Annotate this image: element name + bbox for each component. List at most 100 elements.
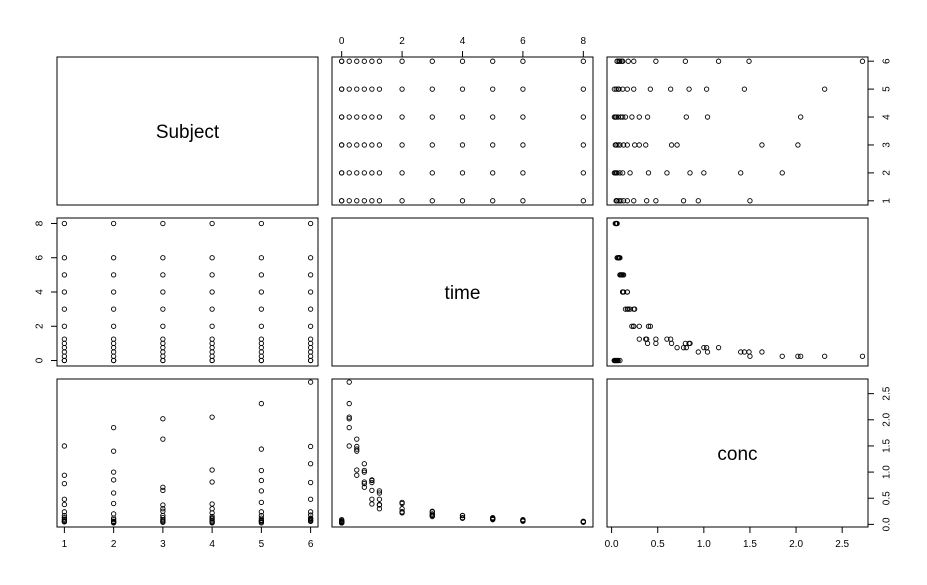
point-conc-time-41	[704, 349, 711, 355]
tick-label-bottom-subject-1: 2	[111, 539, 117, 550]
point-time-subject-51	[339, 114, 345, 120]
point-time-conc-67	[354, 443, 360, 450]
point-time-conc-16	[361, 469, 367, 475]
tick-label-top-time-2: 4	[460, 36, 466, 47]
point-subject-time-15	[110, 349, 117, 355]
point-conc-subject-2	[695, 198, 701, 204]
point-conc-time-70	[653, 336, 659, 342]
point-time-conc-54	[354, 446, 360, 452]
panel-conc-vs-subject	[56, 378, 319, 528]
point-time-subject-41	[354, 114, 360, 120]
point-time-subject-67	[354, 58, 360, 64]
tick-label-right-conc-5: 2.5	[882, 386, 893, 400]
point-conc-time-57	[667, 336, 674, 342]
point-subject-conc-22	[110, 517, 117, 523]
point-subject-conc-29	[160, 484, 166, 490]
point-time-subject-18	[376, 170, 383, 176]
point-subject-conc-41	[209, 467, 215, 473]
point-conc-subject-40	[798, 114, 804, 120]
point-conc-time-2	[695, 349, 701, 355]
point-conc-subject-67	[746, 58, 752, 64]
point-time-conc-72	[429, 512, 435, 518]
point-subject-conc-71	[307, 509, 314, 515]
point-conc-time-55	[703, 345, 710, 351]
panel-subject-vs-time	[331, 56, 594, 206]
point-conc-subject-57	[667, 86, 674, 92]
point-time-conc-58	[399, 499, 405, 506]
point-subject-time-60	[258, 289, 265, 295]
point-conc-time-14	[779, 353, 785, 359]
point-subject-time-19	[110, 323, 117, 329]
point-conc-subject-28	[759, 142, 765, 148]
point-time-subject-7	[429, 198, 435, 204]
point-time-conc-60	[459, 512, 466, 519]
point-subject-conc-70	[307, 496, 314, 502]
point-conc-subject-4	[653, 198, 659, 204]
panel-subject-vs-subject	[56, 56, 319, 206]
point-time-subject-37	[580, 142, 586, 148]
point-time-conc-31	[376, 502, 383, 508]
point-time-conc-27	[346, 416, 352, 422]
point-time-subject-5	[376, 198, 383, 204]
tick-label-top-time-4: 8	[581, 36, 587, 47]
point-time-subject-19	[399, 170, 405, 176]
point-subject-conc-51	[209, 520, 215, 526]
point-subject-time-46	[209, 306, 215, 312]
point-conc-subject-21	[620, 170, 626, 176]
point-subject-conc-18	[110, 490, 117, 496]
point-time-conc-4	[369, 496, 375, 502]
point-subject-conc-61	[258, 515, 265, 521]
point-time-conc-41	[354, 467, 360, 473]
point-subject-time-37	[160, 220, 166, 227]
point-conc-time-30	[668, 340, 675, 347]
panel-conc-vs-time	[331, 378, 594, 528]
point-time-subject-42	[361, 114, 367, 120]
point-time-subject-45	[399, 114, 405, 120]
point-subject-time-12	[61, 357, 68, 364]
point-subject-conc-2	[61, 472, 68, 478]
point-subject-conc-12	[61, 519, 68, 525]
point-subject-time-54	[258, 349, 265, 355]
point-subject-time-24	[110, 220, 117, 227]
point-subject-conc-57	[258, 488, 265, 494]
point-subject-time-49	[209, 255, 215, 261]
point-time-subject-43	[369, 114, 375, 120]
point-subject-time-55	[258, 345, 265, 351]
point-time-conc-18	[376, 490, 383, 496]
point-conc-subject-15	[738, 170, 744, 176]
point-conc-time-31	[643, 336, 649, 342]
diagonal-label-conc: conc	[717, 444, 757, 465]
point-subject-time-25	[110, 357, 117, 364]
point-conc-subject-59	[631, 86, 637, 92]
point-conc-time-28	[759, 349, 765, 355]
point-subject-time-36	[160, 255, 166, 261]
tick-label-right-conc-1: 0.5	[882, 491, 893, 505]
point-conc-subject-32	[636, 142, 642, 148]
point-time-conc-29	[361, 484, 367, 490]
point-subject-conc-53	[258, 400, 265, 407]
tick-label-bottom-conc-4: 2.0	[789, 539, 803, 550]
point-conc-time-59	[631, 306, 637, 312]
point-time-subject-33	[429, 142, 435, 148]
tick-label-left-time-1: 2	[35, 323, 46, 329]
point-subject-time-11	[61, 220, 68, 227]
point-subject-time-77	[307, 357, 314, 364]
point-conc-subject-38	[612, 142, 618, 148]
point-conc-time-19	[645, 323, 652, 329]
point-conc-subject-23	[614, 170, 620, 176]
point-time-subject-69	[369, 58, 375, 64]
tick-label-right-subject-2: 3	[882, 142, 893, 148]
panels-layer: Subject time conc	[56, 56, 869, 528]
point-time-subject-48	[490, 114, 496, 120]
point-time-subject-50	[580, 114, 586, 120]
point-time-subject-54	[354, 86, 360, 92]
point-subject-time-23	[110, 255, 117, 261]
point-subject-conc-40	[209, 414, 215, 420]
tick-label-bottom-conc-1: 0.5	[651, 539, 665, 550]
point-subject-time-21	[110, 289, 117, 295]
point-subject-time-53	[258, 353, 265, 359]
tick-label-bottom-subject-4: 5	[259, 539, 265, 550]
point-subject-time-50	[209, 220, 215, 227]
point-conc-time-53	[822, 353, 828, 359]
